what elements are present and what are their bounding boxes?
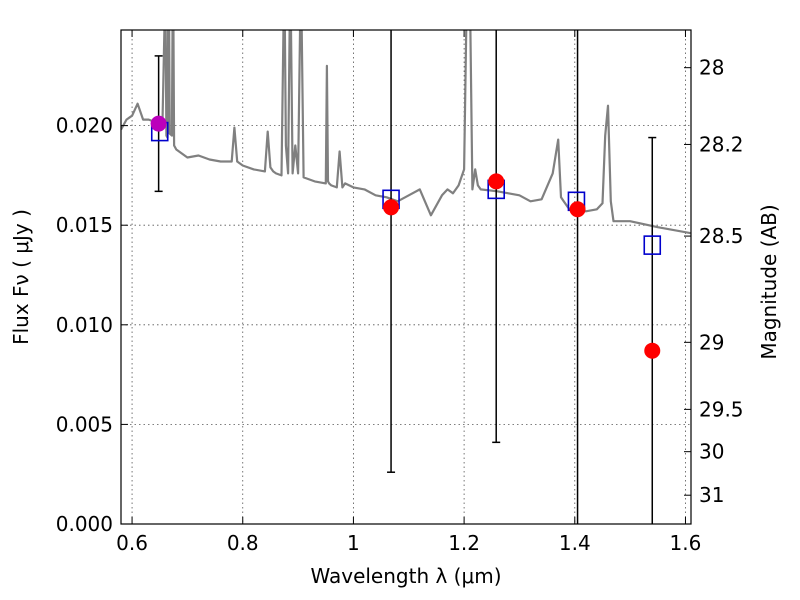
x-axis-label: Wavelength λ (μm) [310,564,501,588]
y-tick-label: 0.005 [56,412,113,436]
magnitude-tick-label: 28 [699,56,724,80]
spectrum-series [121,30,691,235]
observed-point [488,173,505,190]
magnitude-tick-label: 29.5 [699,397,744,421]
observed-point [150,115,167,132]
x-tick-label: 1.6 [670,531,702,555]
x-tick-label: 1.2 [448,531,480,555]
y-tick-label: 0.015 [56,213,113,237]
y-tick-label: 0.010 [56,313,113,337]
spectrum-line [121,30,691,235]
observed-point [383,199,400,216]
axis-ticks: 0.6 0.8 1 1.2 1.4 1.6 0.000 0.005 0.010 0.015 0.02… [56,30,744,555]
x-tick-label: 1 [347,531,360,555]
magnitude-tick-label: 31 [699,483,724,507]
x-tick-label: 1.4 [559,531,591,555]
magnitude-tick-label: 30 [699,440,724,464]
observed-points [150,115,661,359]
magnitude-tick-label: 28.2 [699,132,744,156]
observed-point [644,342,661,359]
magnitude-tick-label: 29 [699,330,724,354]
plot-frame [120,29,692,525]
error-bars [154,30,657,524]
model-square [643,235,662,255]
y-axis-label: Flux Fν ( μJy ) [9,209,33,345]
model-points [150,121,662,255]
observed-point [569,201,586,218]
magnitude-axis-label: Magnitude (AB) [757,204,781,359]
x-tick-label: 0.6 [116,531,148,555]
grid [121,30,691,525]
x-tick-label: 0.8 [227,531,259,555]
y-tick-label: 0.020 [56,114,113,138]
y-tick-label: 0.000 [56,512,113,536]
magnitude-tick-label: 28.5 [699,224,744,248]
